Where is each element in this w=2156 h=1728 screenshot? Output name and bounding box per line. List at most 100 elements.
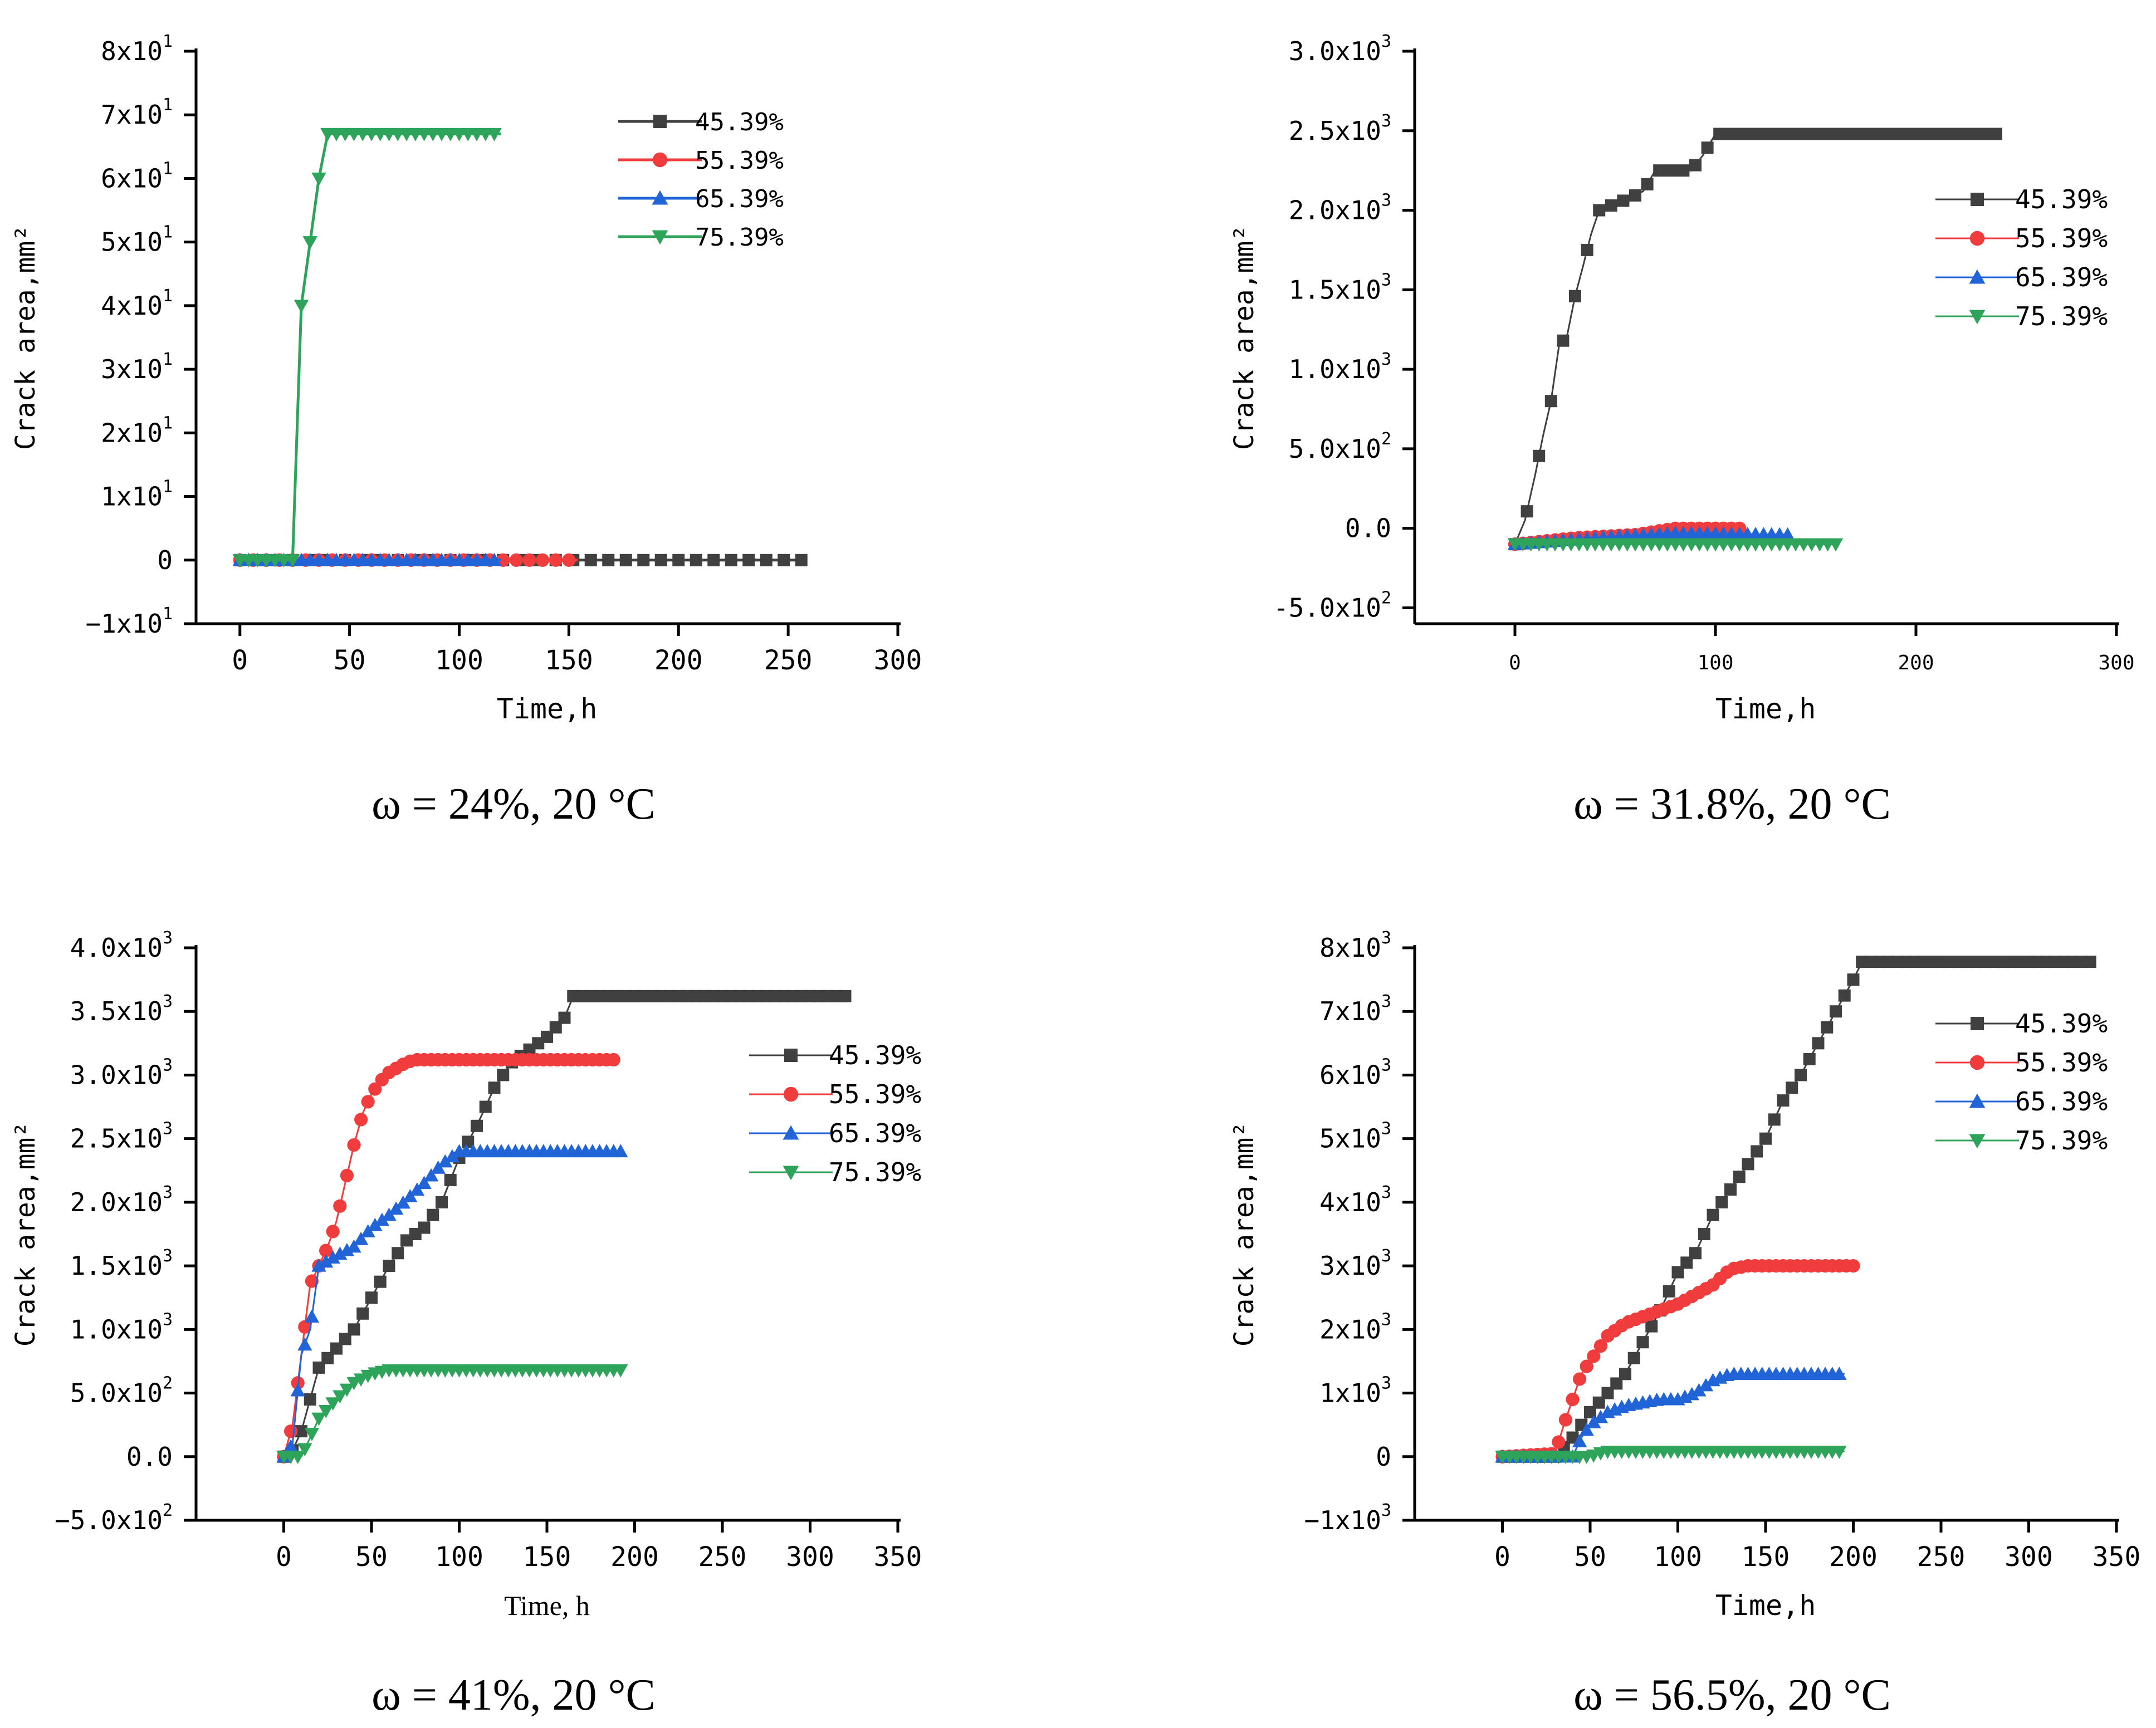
data-point (1834, 128, 1846, 140)
y-tick-label: −1x101 (85, 604, 173, 639)
y-tick-mantissa: 8x10 (101, 36, 163, 66)
data-point (368, 1082, 382, 1096)
data-point (1593, 204, 1606, 217)
data-point (619, 554, 632, 566)
data-point (1749, 128, 1762, 140)
data-point (290, 1383, 305, 1397)
data-point (374, 1212, 390, 1226)
data-point (1572, 1434, 1587, 1447)
data-point (1636, 1336, 1649, 1349)
legend-item: 65.39% (1935, 262, 2108, 292)
y-tick-exponent: 2 (1381, 429, 1391, 449)
data-point (365, 1291, 378, 1304)
data-point (1777, 1094, 1790, 1107)
y-tick-mantissa: 6x10 (101, 163, 163, 193)
data-point (1828, 538, 1844, 552)
data-point (383, 1260, 395, 1272)
data-point (487, 552, 502, 566)
data-point (423, 1168, 439, 1182)
data-point (1978, 128, 1991, 140)
data-point (444, 1149, 460, 1163)
data-point (1715, 1196, 1728, 1208)
y-tick-label: 3.0x103 (1289, 32, 1391, 66)
y-tick-exponent: 3 (1381, 111, 1391, 131)
data-point (361, 1095, 375, 1109)
y-tick-exponent: 3 (1381, 1374, 1391, 1393)
y-tick-mantissa: 0 (1376, 1442, 1391, 1472)
y-tick-mantissa: 8x10 (1319, 933, 1381, 963)
y-tick-exponent: 1 (163, 477, 173, 497)
data-point (1593, 1339, 1607, 1353)
x-tick-label: 100 (1654, 1541, 1702, 1573)
y-tick-mantissa: 5x10 (1319, 1124, 1381, 1154)
y-tick-label: 2x101 (101, 413, 173, 448)
y-tick-exponent: 1 (163, 413, 173, 433)
y-tick-mantissa: 2.0x10 (1289, 195, 1381, 226)
series-45.39% (277, 990, 852, 1463)
data-point (330, 1342, 343, 1355)
data-point (427, 1208, 439, 1221)
data-point (392, 1247, 404, 1260)
data-point (1627, 1352, 1640, 1364)
y-tick-mantissa: 3.0x10 (1289, 36, 1381, 66)
data-point (1759, 1132, 1772, 1145)
y-tick-label: 1.5x103 (70, 1246, 173, 1281)
legend-marker (783, 1166, 799, 1181)
data-point (1689, 159, 1702, 172)
series-75.39% (276, 1364, 628, 1464)
data-point (295, 1425, 307, 1438)
data-point (1737, 128, 1750, 140)
y-tick-exponent: 3 (163, 1055, 173, 1075)
x-tick-label: 150 (523, 1541, 571, 1573)
y-tick-label: 2.5x103 (1289, 111, 1391, 146)
y-tick-mantissa: 1.5x10 (70, 1251, 163, 1281)
data-point (690, 554, 702, 566)
legend-label: 45.39% (829, 1040, 921, 1070)
y-tick-label: 8x103 (1319, 928, 1391, 963)
data-point (1857, 128, 1870, 140)
y-tick-exponent: 3 (1381, 1501, 1391, 1520)
data-point (346, 1239, 361, 1253)
data-point (368, 1217, 383, 1231)
y-tick-exponent: 3 (1381, 1119, 1391, 1139)
data-point (1761, 128, 1774, 140)
data-point (1698, 1378, 1714, 1392)
data-point (613, 1364, 628, 1378)
data-point (444, 1173, 457, 1186)
data-point (294, 300, 309, 314)
data-point (742, 554, 755, 566)
legend-label: 75.39% (2015, 301, 2108, 331)
x-tick-label: 300 (786, 1541, 834, 1573)
y-tick-mantissa: -5.0x10 (1273, 593, 1381, 623)
data-point (607, 1053, 620, 1067)
y-tick-mantissa: −1x10 (1304, 1505, 1381, 1535)
y-tick-mantissa: 3.0x10 (70, 1060, 163, 1090)
legend: 45.39% 55.39% 65.39% 75.39% (749, 1040, 921, 1187)
data-point (325, 1250, 340, 1264)
y-axis-label: Crack area,mm² (10, 1122, 41, 1347)
y-tick-exponent: 3 (163, 1183, 173, 1202)
data-point (438, 1154, 453, 1168)
panel-caption: ω = 56.5%, 20 °C (1573, 1671, 1891, 1720)
legend-label: 55.39% (2015, 223, 2108, 253)
x-axis-label: Time, h (504, 1590, 590, 1621)
data-point (1552, 1435, 1566, 1449)
legend-marker (653, 115, 667, 128)
y-axis-label: Crack area,mm² (1229, 225, 1260, 451)
data-point (1569, 290, 1581, 302)
data-point (1785, 128, 1798, 140)
data-point (1797, 128, 1810, 140)
series-45.39% (1496, 956, 2096, 1463)
data-point (1830, 1005, 1842, 1018)
data-point (1566, 1431, 1579, 1444)
legend-item: 55.39% (618, 146, 784, 175)
legend-marker (1969, 1055, 1985, 1070)
y-tick-label: 2.0x103 (70, 1183, 173, 1217)
data-point (1593, 1409, 1609, 1423)
y-tick-label: 2.0x103 (1289, 191, 1391, 226)
data-point (1810, 128, 1822, 140)
data-point (1773, 128, 1786, 140)
y-tick-exponent: 3 (163, 1119, 173, 1139)
data-point (298, 1320, 312, 1334)
